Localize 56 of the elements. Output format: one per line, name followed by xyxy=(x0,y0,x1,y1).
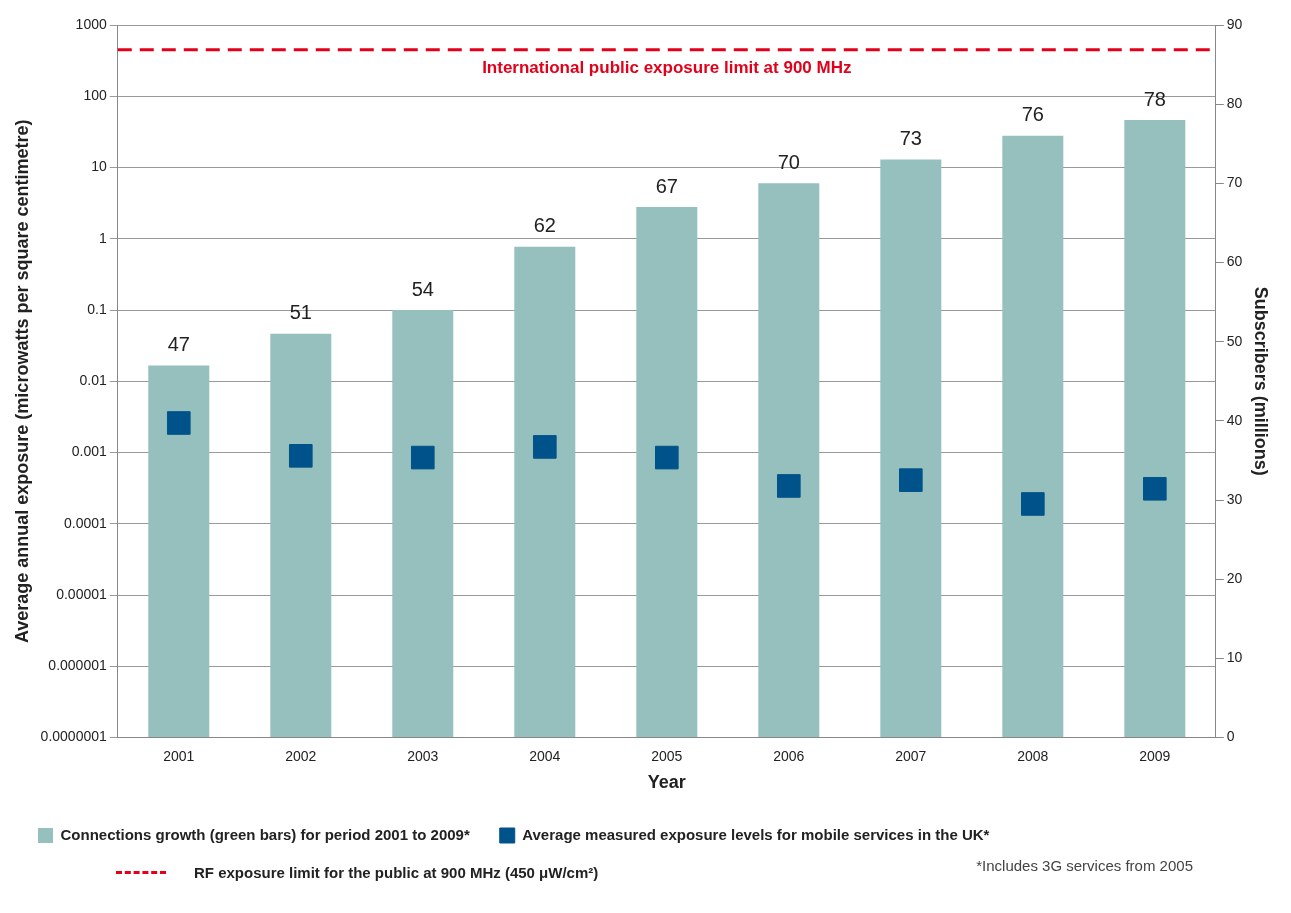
y-tick-label: 1 xyxy=(98,229,107,246)
y2-tick-label: 30 xyxy=(1226,490,1243,507)
x-tick-label: 2009 xyxy=(1139,747,1171,764)
y2-axis-title: Subscribers (millions) xyxy=(1251,286,1272,476)
point xyxy=(654,445,679,470)
y2-tick-label: 80 xyxy=(1226,95,1243,112)
x-tick-label: 2008 xyxy=(1017,747,1049,764)
y-tick-label: 0.001 xyxy=(71,443,107,460)
x-tick-label: 2007 xyxy=(895,747,927,764)
point xyxy=(1021,492,1045,516)
legend-label: Connections growth (green bars) for period 2001 to 2009* xyxy=(60,825,470,843)
point xyxy=(532,435,557,459)
y-tick-label: 1000 xyxy=(75,15,107,32)
y-tick-label: 0.0000001 xyxy=(40,728,107,745)
y2-tick-label: 10 xyxy=(1226,649,1243,666)
x-tick-label: 2001 xyxy=(163,747,195,764)
data-label: 70 xyxy=(777,150,800,173)
y-tick-label: 0.0001 xyxy=(63,514,107,531)
y-tick-label: 0.1 xyxy=(87,300,107,317)
x-tick-label: 2006 xyxy=(773,747,805,764)
x-tick-label: 2004 xyxy=(529,747,561,764)
x-tick-label: 2003 xyxy=(407,747,439,764)
point xyxy=(166,411,191,435)
y-tick-label: 100 xyxy=(83,87,107,104)
point xyxy=(410,445,435,470)
y2-tick-label: 90 xyxy=(1226,15,1243,32)
data-label: 47 xyxy=(167,332,190,355)
point xyxy=(288,444,313,468)
y2-tick-label: 0 xyxy=(1226,728,1235,745)
y2-tick-label: 20 xyxy=(1226,570,1243,587)
y-axis-title: Average annual exposure (microwatts per square centimetre) xyxy=(11,119,32,644)
y-tick-label: 0.000001 xyxy=(48,657,107,674)
text: *Includes 3G services from 2005 xyxy=(976,857,1193,874)
y2-tick-label: 40 xyxy=(1226,411,1243,428)
legend-label: Average measured exposure levels for mobile services in the UK* xyxy=(522,825,990,843)
point xyxy=(899,468,923,492)
y-tick-label: 10 xyxy=(91,158,107,175)
point xyxy=(777,474,801,498)
y2-tick-label: 70 xyxy=(1226,174,1243,191)
y-tick-label: 0.01 xyxy=(79,372,107,389)
data-label: 51 xyxy=(289,301,312,324)
data-label: 73 xyxy=(899,127,922,150)
y-tick-label: 0.00001 xyxy=(56,585,107,602)
data-label: 67 xyxy=(655,174,678,197)
x-axis-title: Year xyxy=(647,772,686,793)
legend-label: RF exposure limit for the public at 900 MHz (450 μW/cm²) xyxy=(194,863,599,881)
data-label: 54 xyxy=(411,277,434,300)
point xyxy=(1143,476,1167,501)
x-tick-label: 2002 xyxy=(285,747,317,764)
data-label: 76 xyxy=(1021,103,1044,126)
annotation: International public exposure limit at 900 MHz xyxy=(482,57,852,77)
y2-tick-label: 60 xyxy=(1226,253,1243,270)
data-label: 78 xyxy=(1143,87,1166,110)
y2-tick-label: 50 xyxy=(1226,332,1243,349)
data-label: 62 xyxy=(533,214,556,237)
x-tick-label: 2005 xyxy=(651,747,683,764)
